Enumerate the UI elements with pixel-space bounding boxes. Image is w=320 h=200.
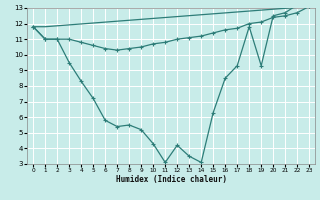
- X-axis label: Humidex (Indice chaleur): Humidex (Indice chaleur): [116, 175, 227, 184]
